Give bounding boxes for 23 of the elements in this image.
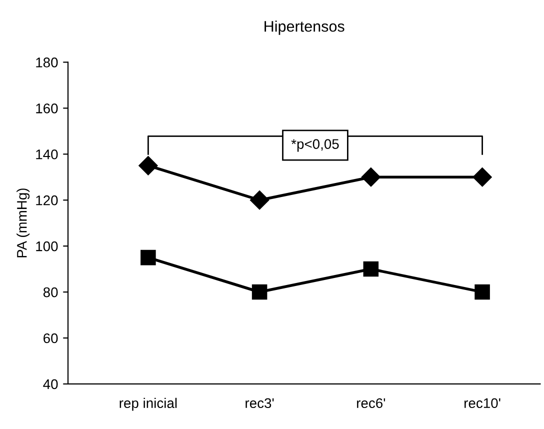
y-tick-label: 80 [43,287,58,298]
y-tick-label: 100 [36,241,58,252]
point [474,284,490,300]
y-tick-label: 120 [36,195,58,206]
point [250,190,270,210]
point [472,168,492,187]
point [361,168,380,187]
y-tick-label: 160 [36,104,58,114]
x-tick-label: rec3' [246,398,274,408]
y-axis-title: PA (mmHg) [16,188,30,258]
y-tick-label: 140 [36,149,58,160]
chart-title: Hipertensos [264,20,344,35]
point [252,284,268,300]
point [363,261,379,277]
x-tick-label: rec6' [357,398,386,408]
annotation: *p<0,05 [291,139,339,152]
y-tick-label: 60 [44,333,58,344]
y-tick-label: 180 [36,58,58,68]
point [140,250,156,266]
x-tick-label: rep inicial [120,398,177,411]
y-tick-label: 40 [43,379,58,390]
x-tick-label: rec10' [464,398,500,408]
point [138,156,158,176]
